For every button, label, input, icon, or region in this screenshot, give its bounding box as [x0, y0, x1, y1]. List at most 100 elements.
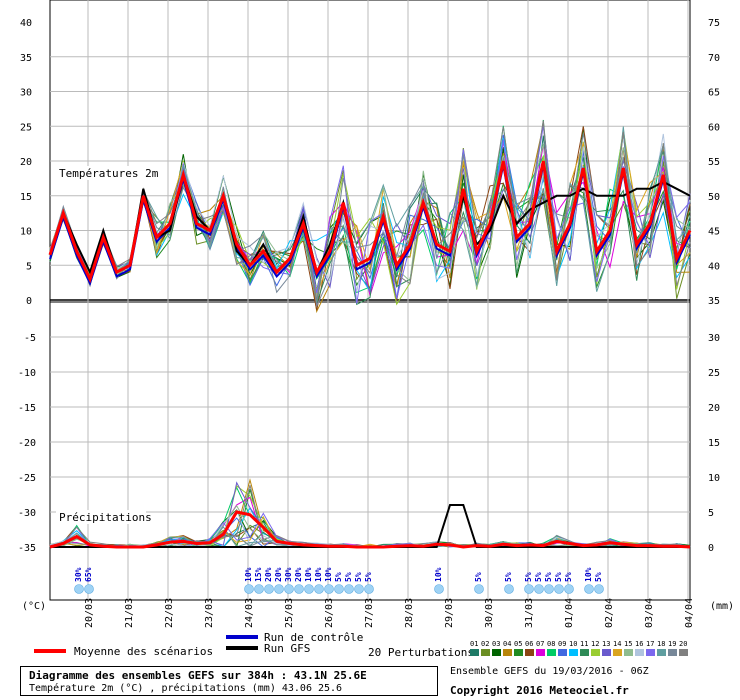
perturbation-id: 12	[591, 640, 599, 648]
perturbation-swatch	[569, 649, 578, 656]
snowflake-icon	[254, 584, 264, 594]
perturbation-temp-line	[49, 133, 691, 308]
perturbation-id: 05	[514, 640, 522, 648]
snow-probability-label: 5%	[544, 572, 553, 582]
perturbation-swatch	[514, 649, 523, 656]
perturbation-id: 09	[558, 640, 566, 648]
snow-probability-label: 20%	[264, 567, 273, 582]
precip-tick-right: 20	[708, 403, 720, 414]
temp-tick-right: 55	[708, 157, 720, 168]
perturbation-swatch	[525, 649, 534, 656]
perturbation-temp-line	[49, 133, 691, 297]
snow-probability-label: 10%	[324, 567, 333, 582]
perturbation-swatch	[646, 649, 655, 656]
x-tick-label: 25/03	[284, 598, 295, 628]
precip-tick-left: -20	[18, 438, 36, 449]
perturbation-swatch	[580, 649, 589, 656]
perturbation-id: 18	[657, 640, 665, 648]
x-tick-label: 20/03	[84, 598, 95, 628]
perturbation-temp-line	[49, 133, 691, 292]
unit-left: (°C)	[22, 601, 46, 612]
snowflake-icon	[434, 584, 444, 594]
mean-temp-line	[48, 160, 692, 284]
x-tick-label: 26/03	[324, 598, 335, 628]
precip-panel-label: Précipitations	[59, 511, 152, 524]
snowflake-icon	[244, 584, 254, 594]
snowflake-icon	[294, 584, 304, 594]
snowflake-icon	[324, 584, 334, 594]
unit-right: (mm)	[710, 601, 734, 612]
temp-tick-right: 50	[708, 192, 720, 203]
snow-probability-label: 10%	[304, 567, 313, 582]
temp-tick-right: 70	[708, 53, 720, 64]
snow-probability-label: 5%	[364, 572, 373, 582]
x-tick-label: 21/03	[124, 598, 135, 628]
legend-perturbations-label: 20 Perturbations	[368, 646, 474, 659]
temp-tick-right: 60	[708, 122, 720, 133]
perturbation-id: 19	[668, 640, 676, 648]
snowflake-icon	[334, 584, 344, 594]
perturbation-id: 03	[492, 640, 500, 648]
perturbation-swatch	[558, 649, 567, 656]
precip-tick-right: 0	[708, 543, 714, 554]
precip-tick-left: -5	[24, 333, 36, 344]
perturbation-id: 13	[602, 640, 610, 648]
precip-tick-left: -30	[18, 508, 36, 519]
temp-tick-left: 15	[20, 192, 32, 203]
perturbation-swatch	[679, 649, 688, 656]
x-tick-label: 30/03	[484, 598, 495, 628]
perturbation-swatch	[668, 649, 677, 656]
precip-tick-left: -15	[18, 403, 36, 414]
perturbation-temp-line	[49, 135, 691, 295]
x-tick-label: 23/03	[204, 598, 215, 628]
perturbation-swatch	[635, 649, 644, 656]
snow-probability-label: 30%	[284, 567, 293, 582]
gefs-ensemble-chart: 20/03 21/03 22/03 23/03 24/03 25/03 26/03 27/03…	[18, 0, 734, 659]
snow-probability-label: 20%	[274, 567, 283, 582]
mean-precip-line	[49, 510, 691, 549]
perturbation-swatch	[492, 649, 501, 656]
precip-tick-left: -10	[18, 368, 36, 379]
snow-probability-label: 65%	[84, 567, 93, 582]
snow-probability-label: 5%	[334, 572, 343, 582]
snow-probability-label: 5%	[554, 572, 563, 582]
snowflake-icon	[554, 584, 564, 594]
snowflake-icon	[354, 584, 364, 594]
temp-tick-left: 40	[20, 18, 32, 29]
legend-gfs-label: Run GFS	[264, 642, 310, 655]
precip-label-bg	[56, 510, 146, 524]
snow-probability-label: 10%	[434, 567, 443, 582]
temp-tick-right: 75	[708, 18, 720, 29]
perturbation-swatch	[591, 649, 600, 656]
perturbation-swatch	[613, 649, 622, 656]
perturbation-id: 10	[569, 640, 577, 648]
snow-probability-label: 5%	[344, 572, 353, 582]
x-tick-label: 03/04	[644, 598, 655, 628]
perturbation-id: 01	[470, 640, 478, 648]
snowflake-icon	[594, 584, 604, 594]
perturbation-swatch	[624, 649, 633, 656]
perturbation-id: 06	[525, 640, 533, 648]
snowflake-icon	[534, 584, 544, 594]
x-tick-label: 01/04	[564, 598, 575, 628]
perturbation-swatch	[536, 649, 545, 656]
snow-probability-label: 15%	[254, 567, 263, 582]
perturbation-swatch	[657, 649, 666, 656]
snow-probability-label: 10%	[314, 567, 323, 582]
chart-subtitle: Température 2m (°C) , précipitations (mm…	[29, 683, 343, 694]
temp-tick-left: 5	[26, 261, 32, 272]
perturbation-id: 02	[481, 640, 489, 648]
x-tick-label: 04/04	[684, 598, 695, 628]
snowflake-icon	[524, 584, 534, 594]
perturbation-swatch	[602, 649, 611, 656]
snowflake-icon	[304, 584, 314, 594]
perturbation-id: 11	[580, 640, 588, 648]
snow-probability-label: 10%	[244, 567, 253, 582]
temp-panel-label: Températures 2m	[59, 167, 159, 180]
precip-tick-right: 30	[708, 333, 720, 344]
x-tick-label: 31/03	[524, 598, 535, 628]
snow-probability-label: 5%	[504, 572, 513, 582]
snowflake-icon	[314, 584, 324, 594]
snowflake-icon	[344, 584, 354, 594]
perturbation-id: 07	[536, 640, 544, 648]
